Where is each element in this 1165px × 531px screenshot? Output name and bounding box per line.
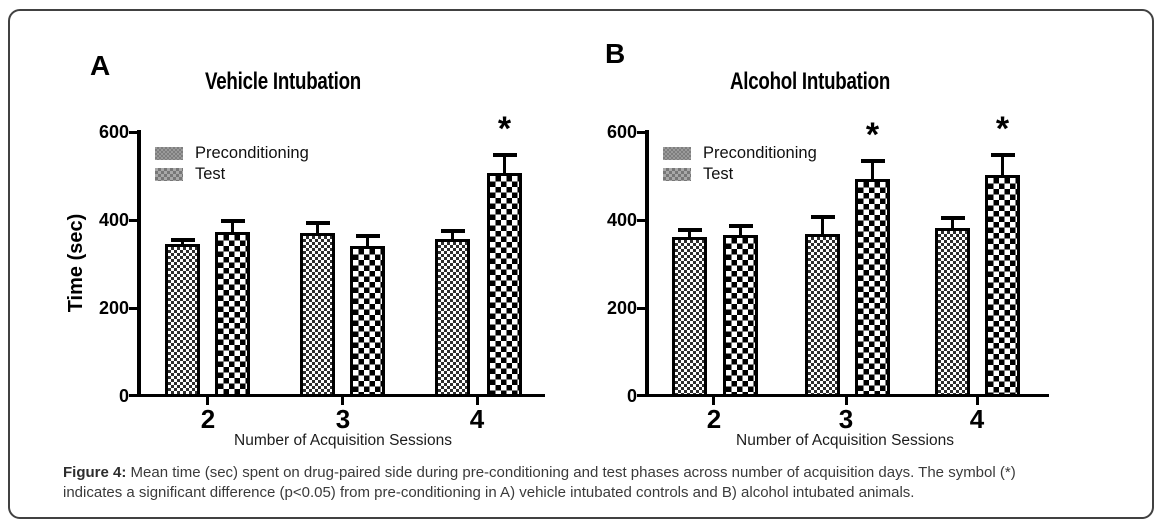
x-tick [844,397,848,405]
legend-label: Preconditioning [195,144,309,162]
error-bar-line [502,154,507,184]
y-tick [637,306,645,310]
legend-label: Preconditioning [703,144,817,162]
error-bar-cap [440,229,465,233]
error-bar-line [230,220,235,243]
legend-item-test: Test [663,164,817,185]
y-tick [129,394,137,397]
x-tick-label: 2 [200,404,216,434]
error-bar-cap [355,234,380,238]
figure-border [8,9,1154,519]
y-tick-label: 200 [606,298,637,318]
legend-swatch-test [155,168,183,181]
y-tick [637,130,645,134]
x-axis-line [645,393,1049,397]
y-tick [129,218,137,222]
x-tick-label: 2 [706,404,722,434]
legend-swatch-test [663,168,691,181]
error-bar-cap [940,216,965,220]
bar-A-preconditioning-3 [300,233,335,397]
legend: Preconditioning Test [155,143,309,185]
bar-A-preconditioning-4 [435,239,470,397]
x-tick-label: 3 [838,404,854,434]
significance-asterisk: * [995,110,1010,148]
legend-item-preconditioning: Preconditioning [663,143,817,164]
significance-asterisk: * [497,110,512,148]
y-tick-label: 600 [606,122,637,142]
legend-label: Test [703,165,734,183]
legend-swatch-preconditioning [663,147,691,160]
legend-label: Test [195,165,226,183]
significance-asterisk: * [865,116,880,154]
error-bar-cap [860,159,885,163]
chart-title-vehicle: Vehicle Intubation [205,68,361,95]
error-bar-cap [728,224,753,228]
x-tick-label: 4 [469,404,485,434]
y-axis-line [645,130,649,397]
y-tick-label: 200 [98,298,129,318]
bar-A-test-4 [487,173,522,397]
panel-label-a: A [90,50,111,81]
error-bar-cap [492,153,517,157]
bar-A-test-3 [350,246,385,397]
x-tick [475,397,479,405]
x-tick [711,397,715,405]
x-axis-line [137,393,545,397]
x-tick [340,397,344,405]
error-bar-cap [305,221,330,225]
x-tick [205,397,209,405]
y-tick-label: 0 [626,386,637,406]
bar-A-test-2 [215,232,250,397]
x-tick-label: 4 [969,404,985,434]
y-tick [637,218,645,222]
bar-B-preconditioning-3 [805,234,840,397]
error-bar-cap [810,215,835,219]
bar-B-test-3 [855,179,890,397]
caption-label: Figure 4: [63,464,127,481]
legend-item-test: Test [155,164,309,185]
y-tick [129,130,137,134]
error-bar-line [870,160,875,190]
x-tick [975,397,979,405]
y-tick-label: 400 [98,210,129,230]
bar-A-preconditioning-2 [165,244,200,397]
panel-label-b: B [605,38,626,69]
x-axis-label: Number of Acquisition Sessions [234,432,452,449]
legend-item-preconditioning: Preconditioning [155,143,309,164]
bar-B-test-4 [985,175,1020,397]
chart-title-alcohol: Alcohol Intubation [729,68,891,95]
y-tick [129,306,137,310]
bar-B-preconditioning-4 [935,228,970,397]
y-tick-label: 400 [606,210,637,230]
error-bar-cap [990,153,1015,157]
error-bar-cap [677,228,702,232]
legend: Preconditioning Test [663,143,817,185]
bar-B-test-2 [723,235,758,397]
y-tick-label: 0 [118,386,129,406]
y-tick [637,394,645,397]
error-bar-line [820,216,825,245]
legend-swatch-preconditioning [155,147,183,160]
x-axis-label: Number of Acquisition Sessions [736,432,954,449]
error-bar-cap [170,238,195,242]
y-tick-label: 600 [98,122,129,142]
bar-B-preconditioning-2 [672,237,707,397]
y-axis-line [137,130,141,397]
error-bar-line [1000,154,1005,186]
caption-text: Mean time (sec) spent on drug-paired sid… [63,464,1016,501]
figure-caption: Figure 4: Mean time (sec) spent on drug-… [63,463,1068,502]
error-bar-cap [220,219,245,223]
x-tick-label: 3 [335,404,351,434]
